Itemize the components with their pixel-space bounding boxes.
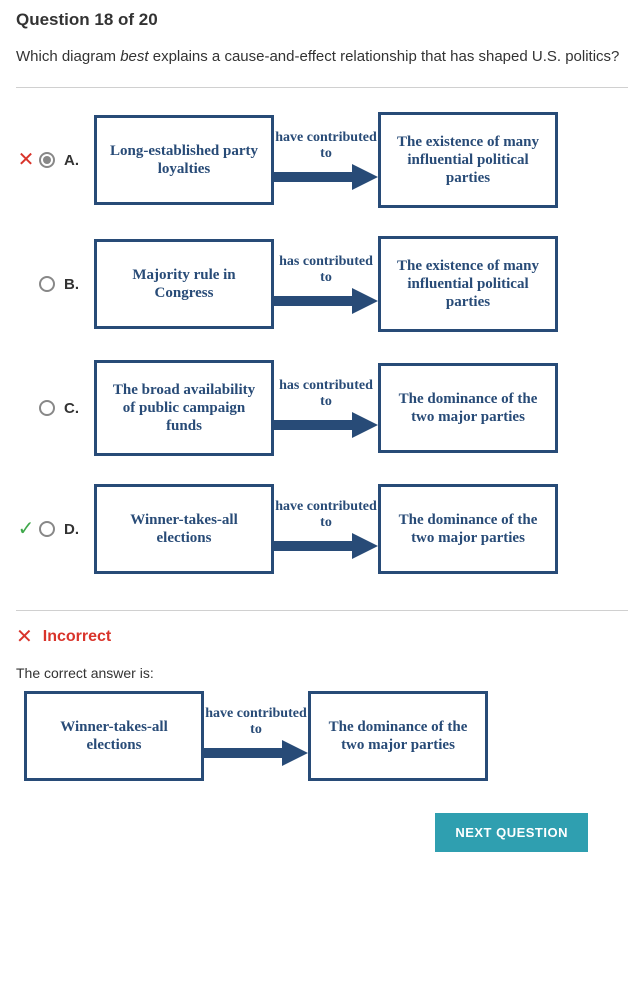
arrow-icon bbox=[274, 288, 378, 314]
arrow-wrap: have contributed to bbox=[204, 706, 308, 766]
mark-check-icon: ✓ bbox=[18, 518, 35, 540]
question-number: Question 18 of 20 bbox=[16, 10, 628, 30]
prompt-em: best bbox=[120, 48, 148, 65]
cause-box: Long-established party loyalties bbox=[94, 115, 274, 205]
option-letter: D. bbox=[58, 521, 86, 538]
arrow-label: has contributed to bbox=[274, 254, 378, 286]
cause-box: The broad availability of public campaig… bbox=[94, 360, 274, 456]
cause-box: Majority rule in Congress bbox=[94, 239, 274, 329]
diagram-d: Winner-takes-all elections have contribu… bbox=[94, 484, 558, 574]
feedback-row: ✕ Incorrect bbox=[16, 627, 628, 647]
option-letter: C. bbox=[58, 400, 86, 417]
answer-diagram: Winner-takes-all elections have contribu… bbox=[24, 691, 628, 781]
arrow-wrap: have contributed to bbox=[274, 499, 378, 559]
option-row-b[interactable]: B. Majority rule in Congress has contrib… bbox=[16, 236, 628, 332]
divider-top bbox=[16, 87, 628, 88]
prompt-pre: Which diagram bbox=[16, 48, 120, 65]
diagram-c: The broad availability of public campaig… bbox=[94, 360, 558, 456]
option-letter: B. bbox=[58, 276, 86, 293]
arrow-icon bbox=[204, 740, 308, 766]
radio-d[interactable] bbox=[39, 521, 55, 537]
arrow-label: have contributed to bbox=[274, 130, 378, 162]
diagram-a: Long-established party loyalties have co… bbox=[94, 112, 558, 208]
effect-box: The dominance of the two major parties bbox=[308, 691, 488, 781]
question-prompt: Which diagram best explains a cause-and-… bbox=[16, 46, 628, 67]
effect-box: The existence of many influential politi… bbox=[378, 236, 558, 332]
feedback-x-icon: ✕ bbox=[16, 627, 33, 647]
option-row-a[interactable]: ✕ A. Long-established party loyalties ha… bbox=[16, 112, 628, 208]
arrow-icon bbox=[274, 412, 378, 438]
effect-box: The dominance of the two major parties bbox=[378, 363, 558, 453]
effect-box: The dominance of the two major parties bbox=[378, 484, 558, 574]
arrow-icon bbox=[274, 533, 378, 559]
arrow-wrap: have contributed to bbox=[274, 130, 378, 190]
cause-box: Winner-takes-all elections bbox=[24, 691, 204, 781]
option-row-d[interactable]: ✓ D. Winner-takes-all elections have con… bbox=[16, 484, 628, 574]
mark-x-icon: ✕ bbox=[18, 149, 35, 171]
radio-a[interactable] bbox=[39, 152, 55, 168]
feedback-status: Incorrect bbox=[43, 628, 111, 646]
option-row-c[interactable]: C. The broad availability of public camp… bbox=[16, 360, 628, 456]
radio-c[interactable] bbox=[39, 400, 55, 416]
effect-box: The existence of many influential politi… bbox=[378, 112, 558, 208]
arrow-label: have contributed to bbox=[274, 499, 378, 531]
option-letter: A. bbox=[58, 152, 86, 169]
correct-answer-label: The correct answer is: bbox=[16, 665, 628, 681]
arrow-icon bbox=[274, 164, 378, 190]
cause-box: Winner-takes-all elections bbox=[94, 484, 274, 574]
divider-bottom bbox=[16, 610, 628, 611]
radio-b[interactable] bbox=[39, 276, 55, 292]
next-question-button[interactable]: NEXT QUESTION bbox=[435, 813, 588, 852]
arrow-wrap: has contributed to bbox=[274, 378, 378, 438]
diagram-b: Majority rule in Congress has contribute… bbox=[94, 236, 558, 332]
prompt-post: explains a cause-and-effect relationship… bbox=[149, 48, 620, 65]
arrow-label: have contributed to bbox=[204, 706, 308, 738]
arrow-wrap: has contributed to bbox=[274, 254, 378, 314]
arrow-label: has contributed to bbox=[274, 378, 378, 410]
